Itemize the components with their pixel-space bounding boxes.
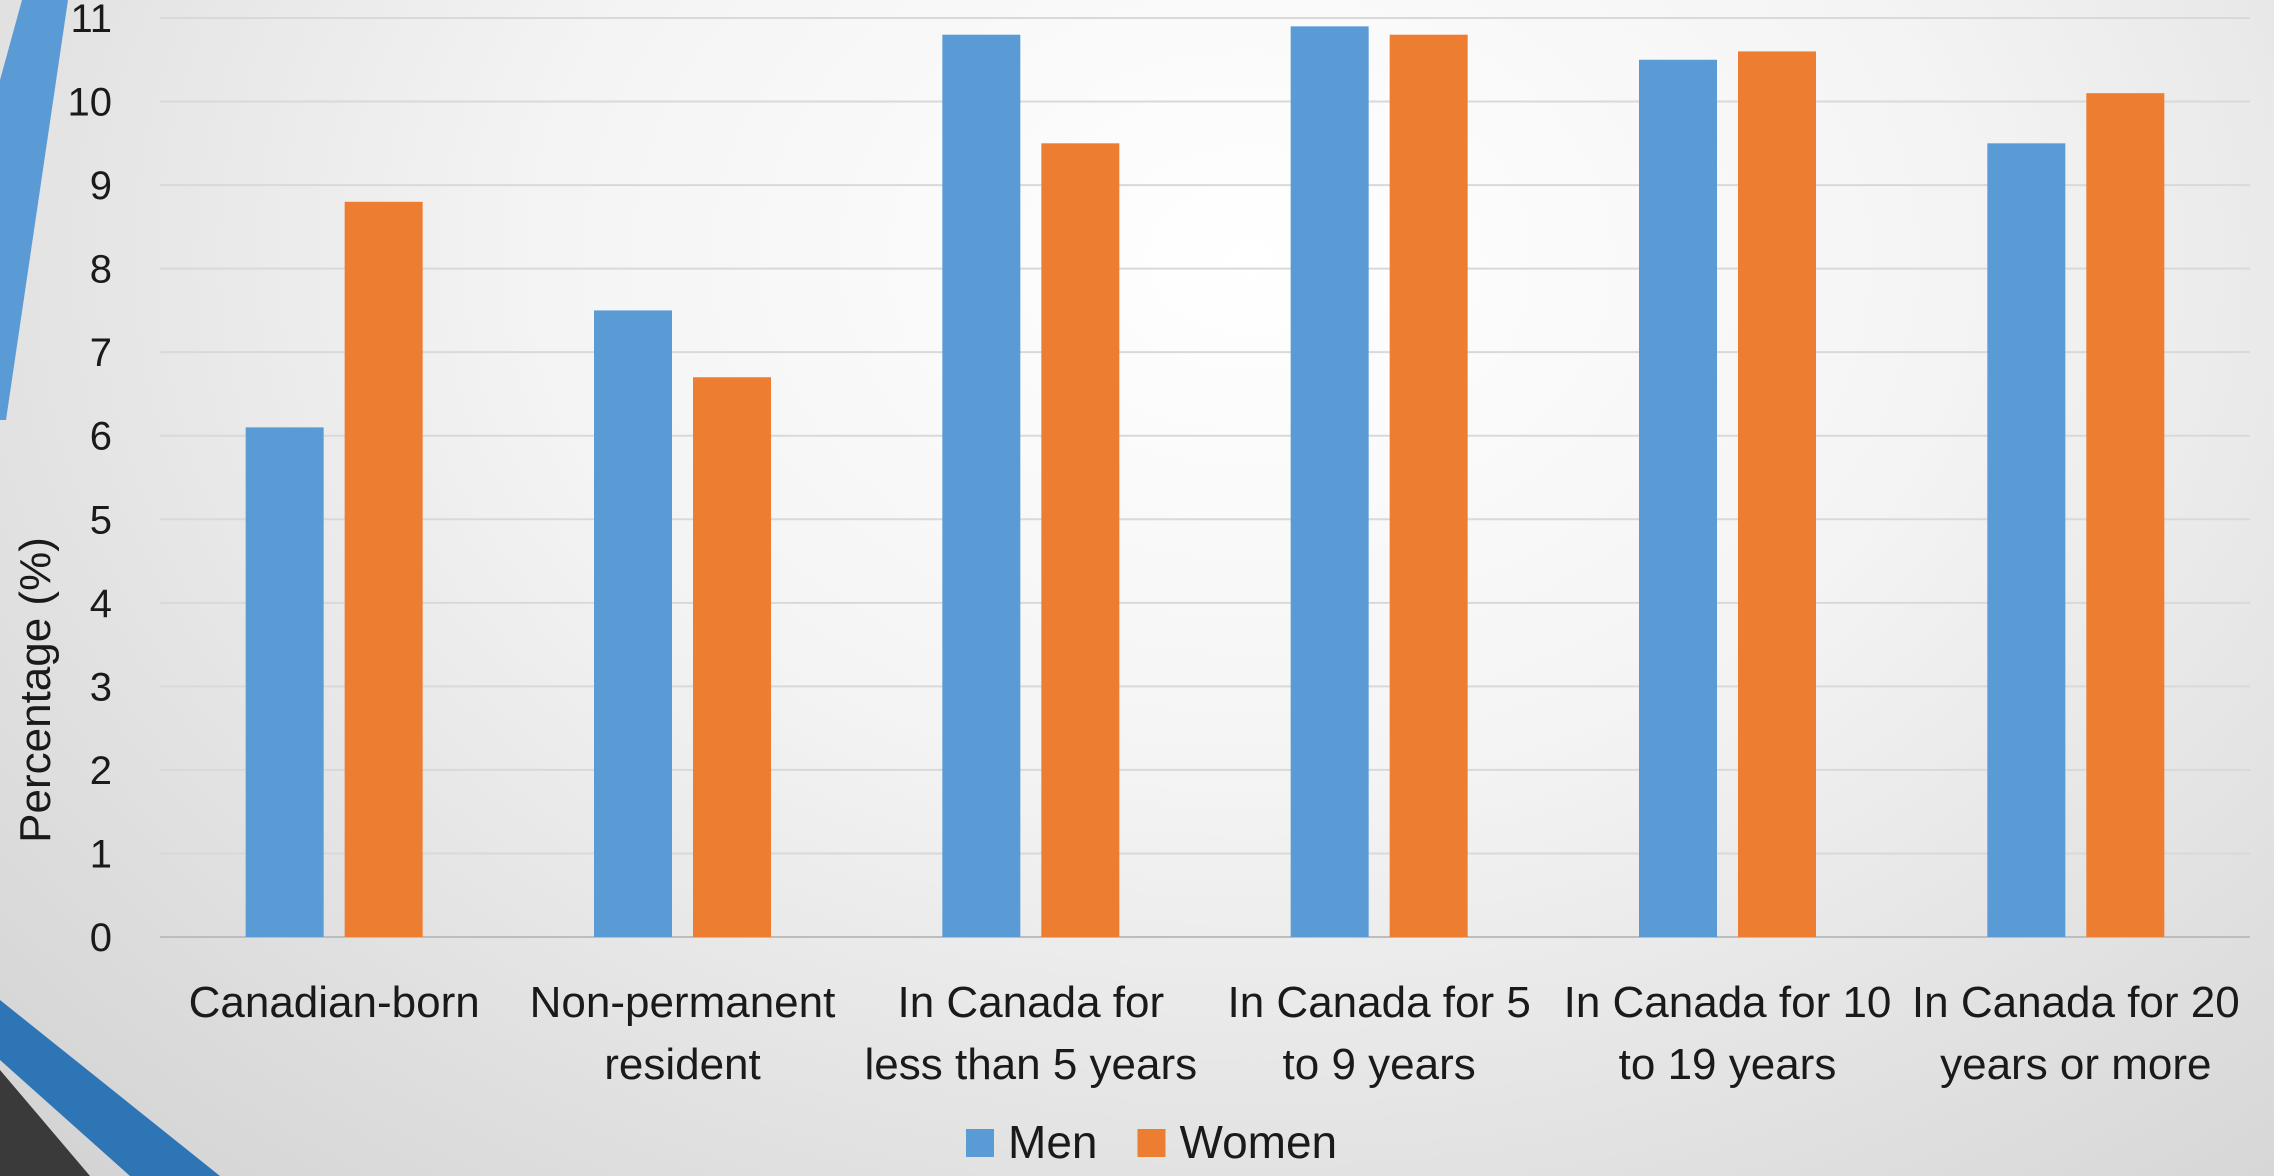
y-tick-label: 7 bbox=[90, 331, 112, 375]
bar-men bbox=[1639, 59, 1717, 938]
x-category-label: In Canada for 5 to 9 years bbox=[1228, 978, 1531, 1089]
bar-women bbox=[693, 377, 771, 937]
bar-women bbox=[344, 201, 423, 938]
y-tick-label: 11 bbox=[70, 0, 112, 41]
y-axis-title: Percentage (%) bbox=[11, 537, 60, 843]
bar-men bbox=[942, 34, 1021, 937]
decorative-dark-triangle bbox=[0, 1070, 90, 1176]
bar-women bbox=[1041, 143, 1120, 937]
bar-women bbox=[1738, 51, 1816, 937]
legend-label-women: Women bbox=[1179, 1116, 1337, 1168]
y-tick-label: 10 bbox=[68, 81, 113, 125]
y-tick-label: 3 bbox=[90, 665, 112, 709]
legend: Men Women bbox=[966, 1116, 1337, 1168]
bar-women bbox=[1389, 34, 1468, 937]
bars bbox=[245, 26, 2165, 938]
y-tick-label: 6 bbox=[90, 415, 112, 459]
y-tick-label: 0 bbox=[90, 916, 112, 960]
y-axis-ticks: 0 1 2 3 4 5 6 7 8 9 10 11 bbox=[68, 0, 113, 960]
legend-swatch-women bbox=[1137, 1129, 1166, 1157]
bar-men bbox=[245, 427, 324, 937]
gridlines bbox=[160, 17, 2250, 938]
y-tick-label: 5 bbox=[90, 498, 112, 542]
y-tick-label: 9 bbox=[90, 164, 112, 208]
y-tick-label: 4 bbox=[90, 582, 112, 626]
decorative-blue-stripe-top bbox=[0, 0, 68, 420]
bar-women bbox=[2086, 93, 2165, 937]
bar-men bbox=[1987, 143, 2066, 937]
y-tick-label: 8 bbox=[90, 248, 112, 292]
legend-swatch-men bbox=[966, 1129, 994, 1157]
y-tick-label: 2 bbox=[90, 749, 112, 793]
x-category-label: In Canada for 20 years or more bbox=[1912, 978, 2240, 1089]
x-category-label: Canadian-born bbox=[189, 978, 480, 1027]
x-category-label: In Canada for less than 5 years bbox=[865, 978, 1198, 1089]
y-tick-label: 1 bbox=[90, 832, 112, 876]
legend-label-men: Men bbox=[1008, 1116, 1097, 1168]
bar-men bbox=[1290, 26, 1369, 937]
x-axis-categories: Canadian-born Non-permanent resident In Can… bbox=[189, 978, 2240, 1089]
x-category-label: Non-permanent resident bbox=[530, 978, 836, 1089]
x-category-label: In Canada for 10 to 19 years bbox=[1564, 978, 1892, 1089]
bar-men bbox=[594, 310, 672, 938]
decorative-blue-stripe-bottom bbox=[0, 1000, 220, 1176]
